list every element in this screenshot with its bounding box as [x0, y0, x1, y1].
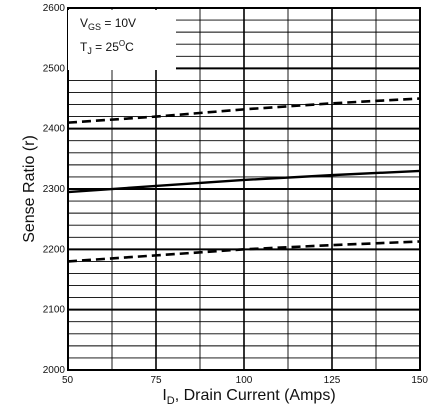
tj-rest: = 25 [92, 40, 119, 54]
y-tick-label: 2300 [43, 184, 66, 195]
series-line-3 [67, 240, 421, 263]
x-label-rest: , Drain Current (Amps) [175, 387, 336, 404]
series-line-1 [67, 97, 421, 124]
vgs-annotation: VGS = 10V [80, 16, 136, 32]
x-label-base: I [162, 387, 166, 404]
y-tick-label: 2000 [43, 365, 66, 376]
tick-labels: 2000 2100 2200 2300 2400 2500 2600 50 75 100 125 15… [43, 3, 429, 386]
vgs-base: V [80, 16, 88, 30]
y-tick-label: 2400 [43, 124, 66, 135]
tj-sub: J [87, 46, 92, 56]
annotation-box [68, 10, 176, 70]
y-tick-label: 2200 [43, 244, 66, 255]
tj-tail: C [125, 40, 134, 54]
tj-annotation: TJ = 25OC [80, 39, 134, 56]
series-group [67, 97, 421, 263]
y-tick-label: 2600 [43, 3, 66, 14]
y-tick-label: 2100 [43, 305, 66, 316]
x-label-sub: D [167, 395, 175, 407]
x-tick-label: 150 [411, 375, 428, 386]
plot-frame [67, 7, 421, 371]
x-tick-label: 75 [150, 375, 162, 386]
y-tick-label: 2500 [43, 63, 66, 74]
x-axis-label: ID, Drain Current (Amps) [162, 387, 335, 407]
x-tick-label: 50 [62, 375, 74, 386]
vgs-sub: GS [88, 22, 101, 32]
series-line-2 [67, 169, 421, 194]
tj-degree: O [119, 39, 125, 48]
tj-base: T [80, 40, 88, 54]
vgs-rest: = 10V [101, 16, 136, 30]
x-tick-label: 125 [324, 375, 341, 386]
x-tick-label: 100 [236, 375, 253, 386]
y-axis-label: Sense Ratio (r) [21, 135, 38, 243]
